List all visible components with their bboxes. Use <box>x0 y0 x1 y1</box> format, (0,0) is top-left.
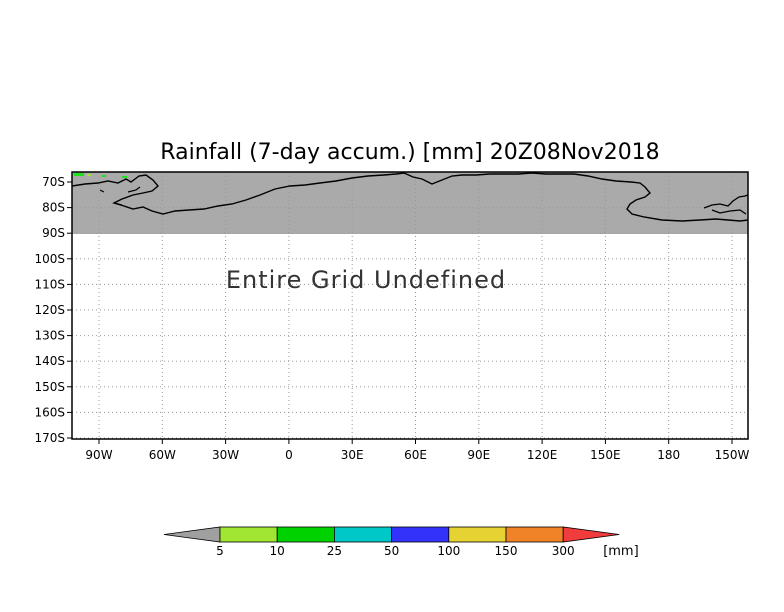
lon-tick-label: 0 <box>285 448 293 462</box>
lat-tick-label: 100S <box>34 252 65 266</box>
map-panel: Entire Grid Undefined <box>71 171 749 440</box>
map-gridlines <box>72 172 748 439</box>
colorbar-segment <box>391 526 450 543</box>
lon-tick-label: 90E <box>467 448 490 462</box>
colorbar-label: 300 <box>552 544 575 558</box>
colorbar-under-triangle <box>163 526 221 543</box>
colorbar: 5 10 25 50 100 150 300 [mm] <box>163 526 639 559</box>
lat-tick-label: 80S <box>42 201 65 215</box>
colorbar-segment <box>333 526 392 543</box>
colorbar-label: 10 <box>270 544 285 558</box>
colorbar-label: 100 <box>437 544 460 558</box>
colorbar-segment <box>219 526 278 543</box>
lon-tick-label: 90W <box>85 448 112 462</box>
latitude-axis: 70S 80S 90S 100S 110S 120S 130S 140S 150S 160S 170… <box>34 175 72 445</box>
colorbar-label: 5 <box>216 544 224 558</box>
lon-tick-label: 150E <box>590 448 621 462</box>
colorbar-label: 150 <box>495 544 518 558</box>
lat-tick-label: 170S <box>34 431 65 445</box>
lat-tick-label: 70S <box>42 175 65 189</box>
undefined-grid-message: Entire Grid Undefined <box>226 266 506 294</box>
lon-tick-label: 30E <box>341 448 364 462</box>
antarctica-coastline <box>71 172 749 222</box>
lat-tick-label: 120S <box>34 303 65 317</box>
map-border <box>71 171 749 440</box>
lat-tick-label: 90S <box>42 226 65 240</box>
colorbar-label: 50 <box>384 544 399 558</box>
lat-tick-label: 150S <box>34 380 65 394</box>
lat-tick-label: 140S <box>34 354 65 368</box>
lon-tick-label: 180 <box>657 448 680 462</box>
lon-tick-label: 60E <box>404 448 427 462</box>
undefined-region <box>72 172 748 234</box>
lat-tick-label: 160S <box>34 405 65 419</box>
colorbar-segment <box>505 526 564 543</box>
lon-tick-label: 120E <box>527 448 558 462</box>
colorbar-segment <box>276 526 335 543</box>
lon-tick-label: 30W <box>212 448 239 462</box>
lat-tick-label: 130S <box>34 329 65 343</box>
colorbar-unit: [mm] <box>603 544 638 559</box>
lat-tick-label: 110S <box>34 277 65 291</box>
coastline-island-west <box>99 186 141 206</box>
colorbar-segment <box>448 526 507 543</box>
map-title: Rainfall (7-day accum.) [mm] 20Z08Nov201… <box>160 140 659 165</box>
rainfall-speck <box>74 173 127 178</box>
lon-tick-label: 60W <box>149 448 176 462</box>
colorbar-label: 25 <box>327 544 342 558</box>
lon-tick-label: 150W <box>715 448 750 462</box>
colorbar-over-triangle <box>562 526 620 543</box>
coastline-island-east <box>703 194 749 215</box>
longitude-axis: 90W 60W 30W 0 30E 60E 90E 120E 150E 180 150W <box>85 439 750 462</box>
